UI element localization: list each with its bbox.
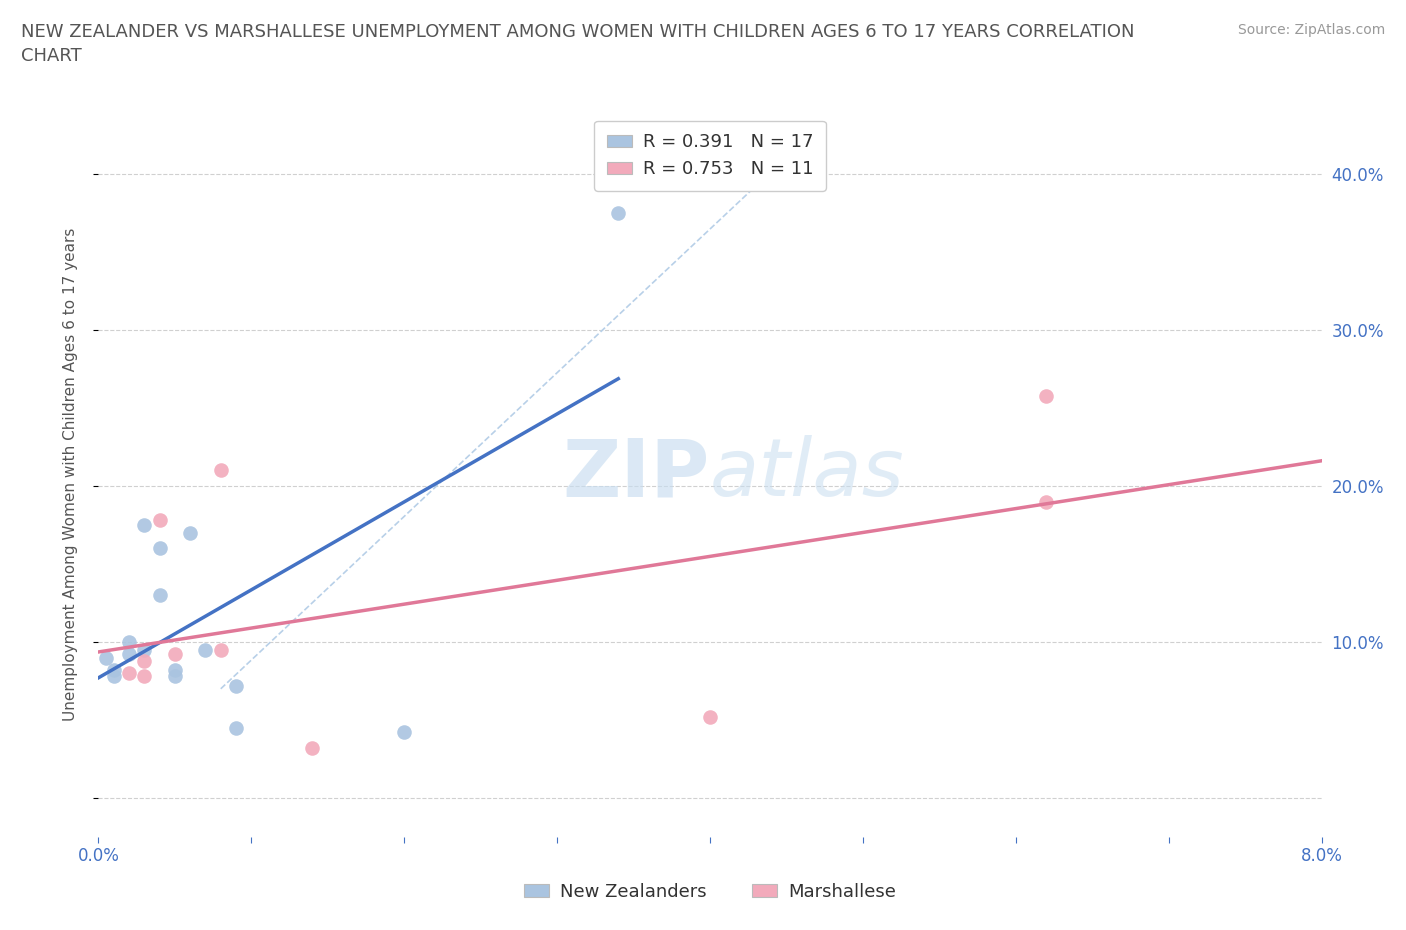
Point [118, 647, 141, 662]
Point [103, 663, 125, 678]
Point [392, 725, 416, 740]
Point [134, 518, 156, 533]
Y-axis label: Unemployment Among Women with Children Ages 6 to 17 years: Unemployment Among Women with Children A… [63, 228, 77, 721]
Text: Source: ZipAtlas.com: Source: ZipAtlas.com [1237, 23, 1385, 37]
Point [163, 647, 186, 662]
Point [301, 740, 323, 755]
Point [163, 669, 186, 684]
Legend: New Zealanders, Marshallese: New Zealanders, Marshallese [517, 875, 903, 908]
Text: atlas: atlas [710, 435, 905, 513]
Point [94, 650, 117, 665]
Point [134, 653, 156, 668]
Point [699, 710, 721, 724]
Point [179, 525, 201, 540]
Point [149, 588, 172, 603]
Point [209, 643, 232, 658]
Point [194, 643, 217, 658]
Point [1035, 388, 1057, 403]
Point [149, 541, 172, 556]
Point [149, 512, 172, 527]
Point [225, 721, 247, 736]
Text: NEW ZEALANDER VS MARSHALLESE UNEMPLOYMENT AMONG WOMEN WITH CHILDREN AGES 6 TO 17: NEW ZEALANDER VS MARSHALLESE UNEMPLOYMEN… [21, 23, 1135, 65]
Point [134, 643, 156, 658]
Point [163, 663, 186, 678]
Point [225, 678, 247, 693]
Point [607, 206, 630, 220]
Point [1035, 494, 1057, 509]
Point [209, 463, 232, 478]
Point [103, 669, 125, 684]
Point [134, 669, 156, 684]
Point [118, 634, 141, 649]
Point [118, 666, 141, 681]
Text: ZIP: ZIP [562, 435, 710, 513]
